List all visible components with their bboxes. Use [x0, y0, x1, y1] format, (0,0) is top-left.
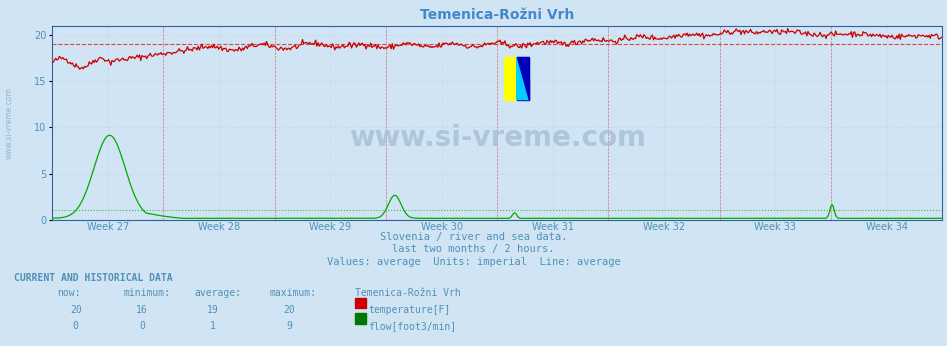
- Text: last two months / 2 hours.: last two months / 2 hours.: [392, 244, 555, 254]
- Text: Values: average  Units: imperial  Line: average: Values: average Units: imperial Line: av…: [327, 257, 620, 267]
- Text: Temenica-Rožni Vrh: Temenica-Rožni Vrh: [355, 288, 461, 298]
- Text: 0: 0: [73, 321, 79, 331]
- Text: www.si-vreme.com: www.si-vreme.com: [348, 124, 646, 152]
- Text: 20: 20: [70, 305, 81, 315]
- Text: 0: 0: [139, 321, 145, 331]
- Text: Slovenia / river and sea data.: Slovenia / river and sea data.: [380, 232, 567, 242]
- Bar: [517, 57, 529, 78]
- Text: 1: 1: [210, 321, 216, 331]
- Text: average:: average:: [194, 288, 241, 298]
- Text: temperature[F]: temperature[F]: [368, 305, 451, 315]
- Polygon shape: [517, 57, 529, 100]
- Text: maximum:: maximum:: [270, 288, 317, 298]
- Text: minimum:: minimum:: [123, 288, 170, 298]
- Text: www.si-vreme.com: www.si-vreme.com: [5, 87, 14, 159]
- Text: CURRENT AND HISTORICAL DATA: CURRENT AND HISTORICAL DATA: [14, 273, 173, 283]
- Text: now:: now:: [57, 288, 80, 298]
- Bar: [505, 57, 517, 100]
- Title: Temenica-Rožni Vrh: Temenica-Rožni Vrh: [420, 8, 575, 22]
- Text: flow[foot3/min]: flow[foot3/min]: [368, 321, 456, 331]
- Text: 9: 9: [286, 321, 292, 331]
- Text: 16: 16: [136, 305, 148, 315]
- Bar: [517, 78, 529, 100]
- Text: 19: 19: [207, 305, 219, 315]
- Polygon shape: [517, 57, 529, 100]
- Text: 20: 20: [283, 305, 295, 315]
